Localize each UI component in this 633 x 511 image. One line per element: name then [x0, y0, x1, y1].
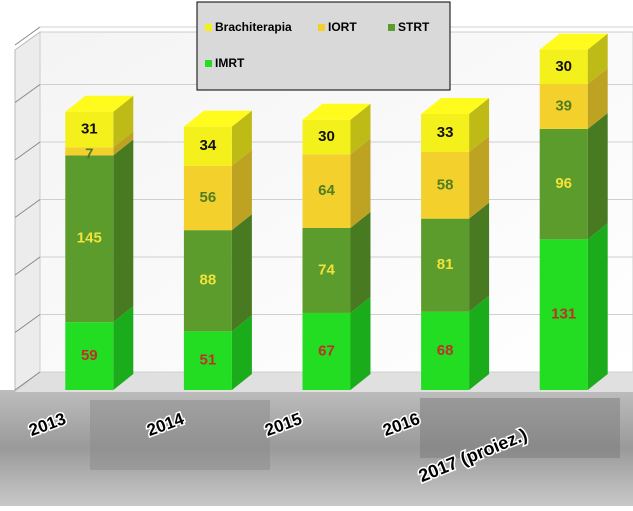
bar-top — [302, 103, 371, 120]
value-label: 30 — [318, 128, 335, 145]
bar-segment — [539, 128, 588, 240]
legend: Brachiterapia IORT STRT IMRT — [196, 1, 451, 91]
value-label: 67 — [318, 342, 335, 359]
bar-segment — [421, 151, 470, 219]
bar-side — [231, 315, 252, 390]
bar-segment — [183, 331, 232, 390]
bar-segment — [421, 218, 470, 312]
bar-side — [350, 138, 371, 228]
legend-swatch — [205, 60, 212, 67]
bar-side — [231, 110, 252, 166]
bar-side — [350, 103, 371, 155]
bar-segment — [183, 165, 232, 231]
legend-label: Brachiterapia — [215, 20, 292, 34]
bar-segment — [539, 239, 588, 390]
bar-side — [469, 202, 490, 312]
bar-side — [113, 95, 134, 148]
bar-top — [183, 110, 252, 127]
legend-swatch — [388, 24, 395, 31]
value-label: 56 — [200, 189, 217, 206]
value-label: 31 — [81, 120, 98, 137]
plot: 59 145 7 31 51 88 56 34 67 74 64 30 68 81 58 33 131 96 39 3… — [14, 26, 633, 391]
bar-top — [539, 33, 608, 50]
bar-segment — [65, 147, 114, 156]
bar-top — [65, 95, 134, 112]
bar-segment — [302, 227, 351, 313]
value-label: 68 — [437, 342, 454, 359]
bar-side — [113, 139, 134, 323]
value-label: 74 — [318, 261, 335, 278]
bar-segment — [65, 322, 114, 390]
bar-segment — [302, 154, 351, 228]
bar-side — [231, 214, 252, 332]
building — [90, 400, 270, 470]
bar-segment — [183, 230, 232, 332]
value-label: 131 — [551, 306, 576, 323]
bar-side — [469, 98, 490, 152]
bar-side — [350, 211, 371, 313]
grid-line — [14, 371, 41, 391]
value-label: 51 — [200, 352, 217, 369]
value-label: 96 — [555, 175, 572, 192]
bar-side — [350, 296, 371, 390]
legend-swatch — [205, 24, 212, 31]
bar-top — [421, 98, 490, 114]
value-label: 33 — [437, 124, 454, 141]
bar-segment — [421, 114, 470, 152]
bar-side — [587, 112, 608, 240]
grid-line — [14, 141, 41, 161]
building — [420, 398, 620, 458]
grid-line — [14, 314, 41, 333]
legend-label: IORT — [328, 20, 357, 34]
value-label: 88 — [200, 272, 217, 289]
grid-line — [14, 84, 41, 103]
value-label: 59 — [81, 347, 98, 364]
value-label: 30 — [555, 58, 572, 75]
grid-line — [14, 256, 41, 276]
bar-segment — [65, 155, 114, 323]
bar-side — [113, 306, 134, 390]
bar-side — [587, 33, 608, 85]
value-label: 7 — [85, 145, 93, 162]
legend-label: STRT — [398, 20, 430, 34]
bar-side — [469, 295, 490, 390]
bar-segment — [302, 312, 351, 390]
bar-segment — [421, 311, 470, 390]
bar-side — [587, 68, 608, 129]
value-label: 145 — [77, 230, 102, 247]
bar-segment — [183, 126, 232, 166]
bar-segment — [539, 84, 588, 129]
value-label: 34 — [200, 137, 217, 154]
bar-segment — [302, 119, 351, 155]
grid-line — [14, 199, 41, 218]
legend-label: IMRT — [215, 56, 245, 70]
value-label: 64 — [318, 182, 335, 199]
bar-side — [231, 149, 252, 231]
bar-side — [587, 223, 608, 390]
legend-swatch — [318, 24, 325, 31]
bar-segment — [539, 49, 588, 85]
side-wall — [14, 31, 41, 394]
value-label: 81 — [437, 256, 454, 273]
bar-side — [113, 131, 134, 156]
grid-line — [14, 26, 41, 46]
legend-box — [196, 1, 451, 91]
value-label: 39 — [555, 97, 572, 114]
value-label: 58 — [437, 176, 454, 193]
bar-segment — [65, 111, 114, 148]
bar-side — [469, 135, 490, 219]
